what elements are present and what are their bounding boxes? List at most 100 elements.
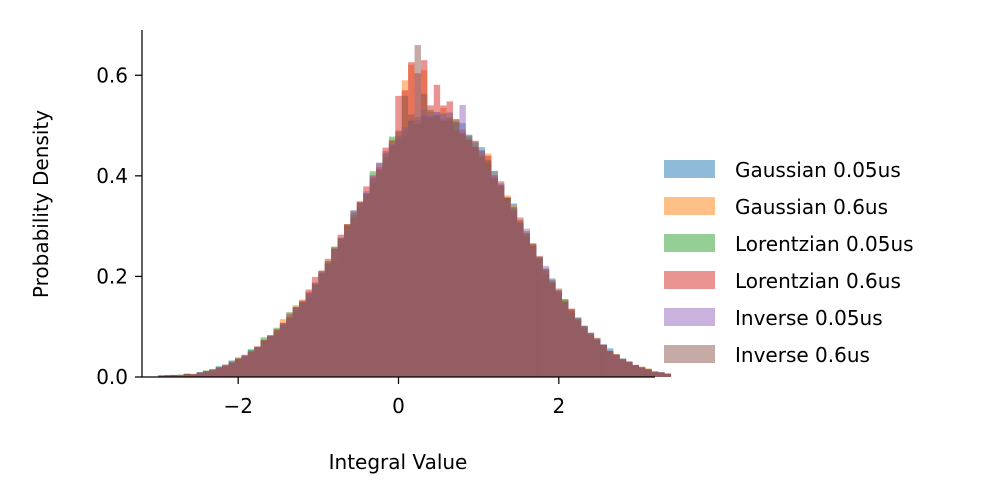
histogram-bar [395, 130, 402, 377]
histogram-bar [510, 207, 518, 377]
histogram-bar [465, 139, 473, 377]
histogram-bar [241, 354, 248, 377]
histogram-bar [299, 301, 306, 377]
histogram-bar [292, 307, 300, 377]
y-ticks: 0.0 0.2 0.4 0.6 [96, 63, 142, 389]
histogram-bar [369, 177, 377, 377]
histogram-bar [485, 159, 492, 377]
histogram-bar [626, 361, 633, 377]
histogram-bar [286, 318, 293, 377]
y-tick-label: 0.4 [96, 164, 128, 188]
histogram-bar [177, 375, 184, 377]
histogram-bar [382, 153, 389, 377]
legend-label: Lorentzian 0.05us [735, 232, 914, 256]
histogram-bar [658, 371, 665, 377]
histogram-bar [222, 364, 229, 377]
x-tick-label: 2 [552, 394, 565, 418]
x-axis-label: Integral Value [329, 450, 468, 474]
histogram-bar [388, 145, 396, 377]
histogram-bar [645, 368, 652, 377]
legend-swatch [664, 345, 715, 363]
histogram-bar [190, 374, 197, 377]
histogram-bar [504, 197, 511, 377]
histogram-bar [408, 114, 415, 378]
histogram-bar [215, 367, 223, 377]
histogram-bar [433, 115, 441, 378]
histogram-bars [158, 45, 672, 378]
histogram-bar [228, 361, 235, 377]
histogram-bar [337, 238, 344, 377]
legend-label: Gaussian 0.05us [735, 158, 901, 182]
histogram-bar [555, 288, 563, 377]
histogram-bar [632, 364, 639, 377]
histogram-bar [183, 373, 191, 377]
histogram-bar [638, 367, 646, 377]
legend-label: Lorentzian 0.6us [735, 269, 901, 293]
histogram-bar [523, 231, 530, 377]
histogram-bar [574, 319, 582, 377]
legend: Gaussian 0.05us Gaussian 0.6us Lorentzian … [664, 158, 914, 367]
histogram-bar [209, 369, 216, 377]
legend-item: Inverse 0.05us [664, 306, 883, 330]
histogram-bar [562, 301, 569, 377]
histogram-bar [478, 150, 486, 377]
histogram-bar [446, 117, 454, 378]
legend-swatch [664, 160, 715, 178]
legend-label: Inverse 0.6us [735, 343, 870, 367]
histogram-bar [318, 273, 325, 377]
histogram-bar [613, 354, 620, 377]
legend-item: Gaussian 0.05us [664, 158, 901, 182]
y-axis-label: Probability Density [29, 110, 53, 298]
x-ticks: −2 0 2 [223, 377, 565, 418]
histogram-bar [267, 335, 274, 377]
histogram-bar [491, 178, 498, 377]
histogram-bar [536, 258, 543, 377]
histogram-bar [414, 45, 421, 378]
histogram-bar [517, 220, 524, 377]
histogram-bar [376, 169, 383, 377]
histogram-bar [170, 374, 178, 377]
histogram-bar [549, 279, 556, 377]
histogram-bar [542, 268, 550, 377]
legend-swatch [664, 271, 715, 289]
legend-label: Inverse 0.05us [735, 306, 883, 330]
histogram-bar [164, 374, 171, 377]
histogram-bar [594, 337, 601, 377]
histogram-bar [331, 248, 338, 377]
histogram-bar [420, 93, 428, 378]
histogram-bar [196, 372, 203, 377]
histogram-bar [401, 95, 409, 378]
histogram-bar [343, 224, 351, 377]
histogram-bar [587, 332, 595, 377]
legend-swatch [664, 197, 715, 215]
histogram-bar [606, 350, 614, 377]
y-tick-label: 0.6 [96, 63, 128, 87]
histogram-bar [453, 119, 460, 377]
histogram-bar [600, 344, 607, 377]
histogram-bar [568, 309, 575, 377]
histogram-bar [254, 347, 261, 377]
legend-item: Lorentzian 0.05us [664, 232, 914, 256]
legend-item: Lorentzian 0.6us [664, 269, 901, 293]
legend-swatch [664, 234, 715, 252]
legend-label: Gaussian 0.6us [735, 195, 888, 219]
histogram-bar [440, 120, 447, 378]
histogram-bar [363, 193, 370, 377]
histogram-bar [234, 358, 242, 377]
histogram-bar [260, 340, 268, 377]
histogram-bar [279, 324, 287, 377]
histogram-bar [472, 147, 479, 377]
histogram-bar [273, 329, 280, 377]
histogram-bar [356, 201, 364, 377]
histogram-bar [497, 185, 505, 377]
histogram-bar [324, 263, 332, 377]
legend-swatch [664, 308, 715, 326]
histogram-bar [305, 292, 312, 377]
histogram-bar [202, 372, 210, 377]
histogram-bar [350, 211, 357, 377]
histogram-bar [651, 371, 659, 377]
histogram-bar [664, 373, 672, 377]
y-tick-label: 0.2 [96, 264, 128, 288]
histogram-bar [529, 243, 537, 377]
histogram-bar [311, 282, 319, 377]
